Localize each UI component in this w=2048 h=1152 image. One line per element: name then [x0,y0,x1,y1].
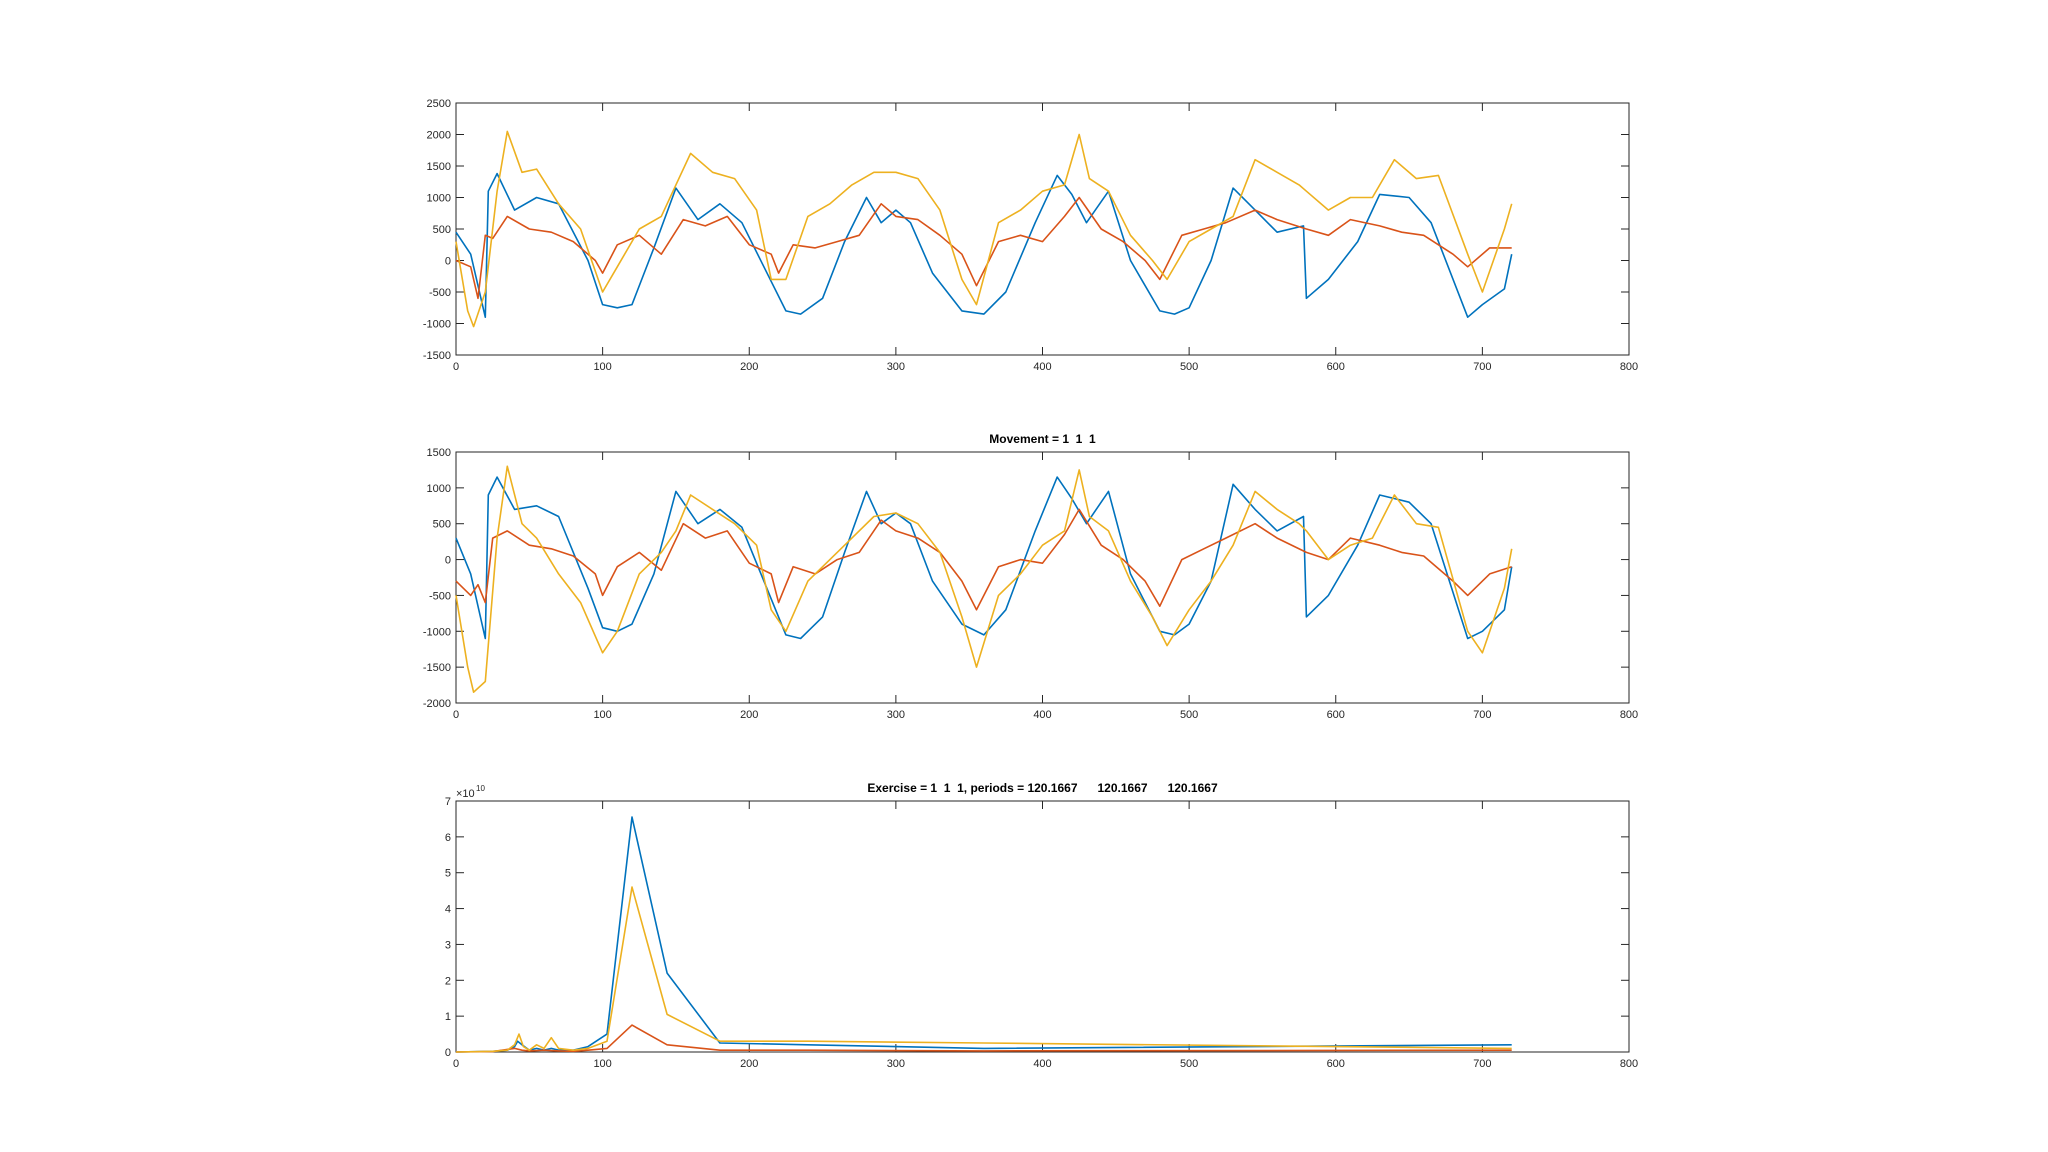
x-tick-label: 100 [593,709,611,721]
y-tick-label: -500 [429,590,451,602]
x-tick-label: 400 [1033,1058,1051,1070]
x-tick-label: 200 [740,361,758,373]
exercise-plot: Exercise = 1 1 1, periods = 120.1667 120… [445,781,1638,1070]
series-line-2 [455,196,1512,300]
x-tick-label: 400 [1033,709,1051,721]
x-tick-label: 100 [593,1058,611,1070]
x-tick-label: 0 [453,361,459,373]
y-tick-label: 1000 [427,483,451,495]
x-tick-label: 400 [1033,361,1051,373]
y-tick-label: 2000 [427,130,451,142]
exercise-plot-exponent-base: ×10 [456,788,475,800]
x-tick-label: 200 [740,1058,758,1070]
x-tick-label: 300 [887,361,905,373]
y-tick-label: 1 [445,1011,451,1023]
x-tick-label: 300 [887,1058,905,1070]
y-tick-label: 0 [445,256,451,268]
x-tick-label: 500 [1180,1058,1198,1070]
x-tick-label: 800 [1620,1058,1638,1070]
y-tick-label: 2500 [427,98,451,110]
y-tick-label: 1000 [427,193,451,205]
y-tick-label: -1000 [423,626,451,638]
series-line-1 [455,172,1513,319]
x-tick-label: 500 [1180,709,1198,721]
y-tick-label: 4 [445,904,451,916]
series-line-3 [455,465,1513,694]
series-line-2 [455,1024,1512,1053]
series-line-1 [455,476,1513,640]
x-tick-label: 300 [887,709,905,721]
plot-axes-box [455,800,1630,1053]
x-tick-label: 800 [1620,361,1638,373]
y-tick-label: -500 [429,287,451,299]
x-tick-label: 100 [593,361,611,373]
series-line-3 [455,130,1513,328]
x-tick-label: 600 [1327,709,1345,721]
exercise-plot-exponent-power: 10 [476,784,485,793]
y-tick-label: -1500 [423,662,451,674]
y-tick-label: 0 [445,1047,451,1059]
exercise-plot-title: Exercise = 1 1 1, periods = 120.1667 120… [867,781,1218,795]
x-tick-label: 0 [453,709,459,721]
series-line-1 [455,816,1512,1053]
x-tick-label: 700 [1473,709,1491,721]
y-tick-label: 1500 [427,161,451,173]
x-tick-label: 500 [1180,361,1198,373]
x-tick-label: 800 [1620,709,1638,721]
x-tick-label: 0 [453,1058,459,1070]
y-tick-label: 5 [445,868,451,880]
x-tick-label: 200 [740,709,758,721]
x-tick-label: 700 [1473,361,1491,373]
movement-plot: Movement = 1 1 1 0 100 200 300 400 500 600 700 8… [423,432,1638,721]
y-tick-label: -1000 [423,319,451,331]
y-tick-label: 500 [433,224,451,236]
movement-plot-title: Movement = 1 1 1 [989,432,1096,446]
x-tick-label: 600 [1327,361,1345,373]
series-line-3 [455,886,1512,1053]
series-line-2 [455,508,1512,611]
y-tick-label: -2000 [423,698,451,710]
y-tick-label: 0 [445,555,451,567]
x-tick-label: 700 [1473,1058,1491,1070]
top-plot: 0 100 200 300 400 500 600 700 800 -1500 -1000 -500 0… [423,98,1638,373]
plot-axes-box [455,102,1630,356]
y-tick-label: 1500 [427,447,451,459]
x-tick-label: 600 [1327,1058,1345,1070]
y-tick-label: 500 [433,519,451,531]
y-tick-label: 2 [445,975,451,987]
y-tick-label: 3 [445,939,451,951]
y-tick-label: -1500 [423,350,451,362]
y-tick-label: 7 [445,796,451,808]
y-tick-label: 6 [445,832,451,844]
